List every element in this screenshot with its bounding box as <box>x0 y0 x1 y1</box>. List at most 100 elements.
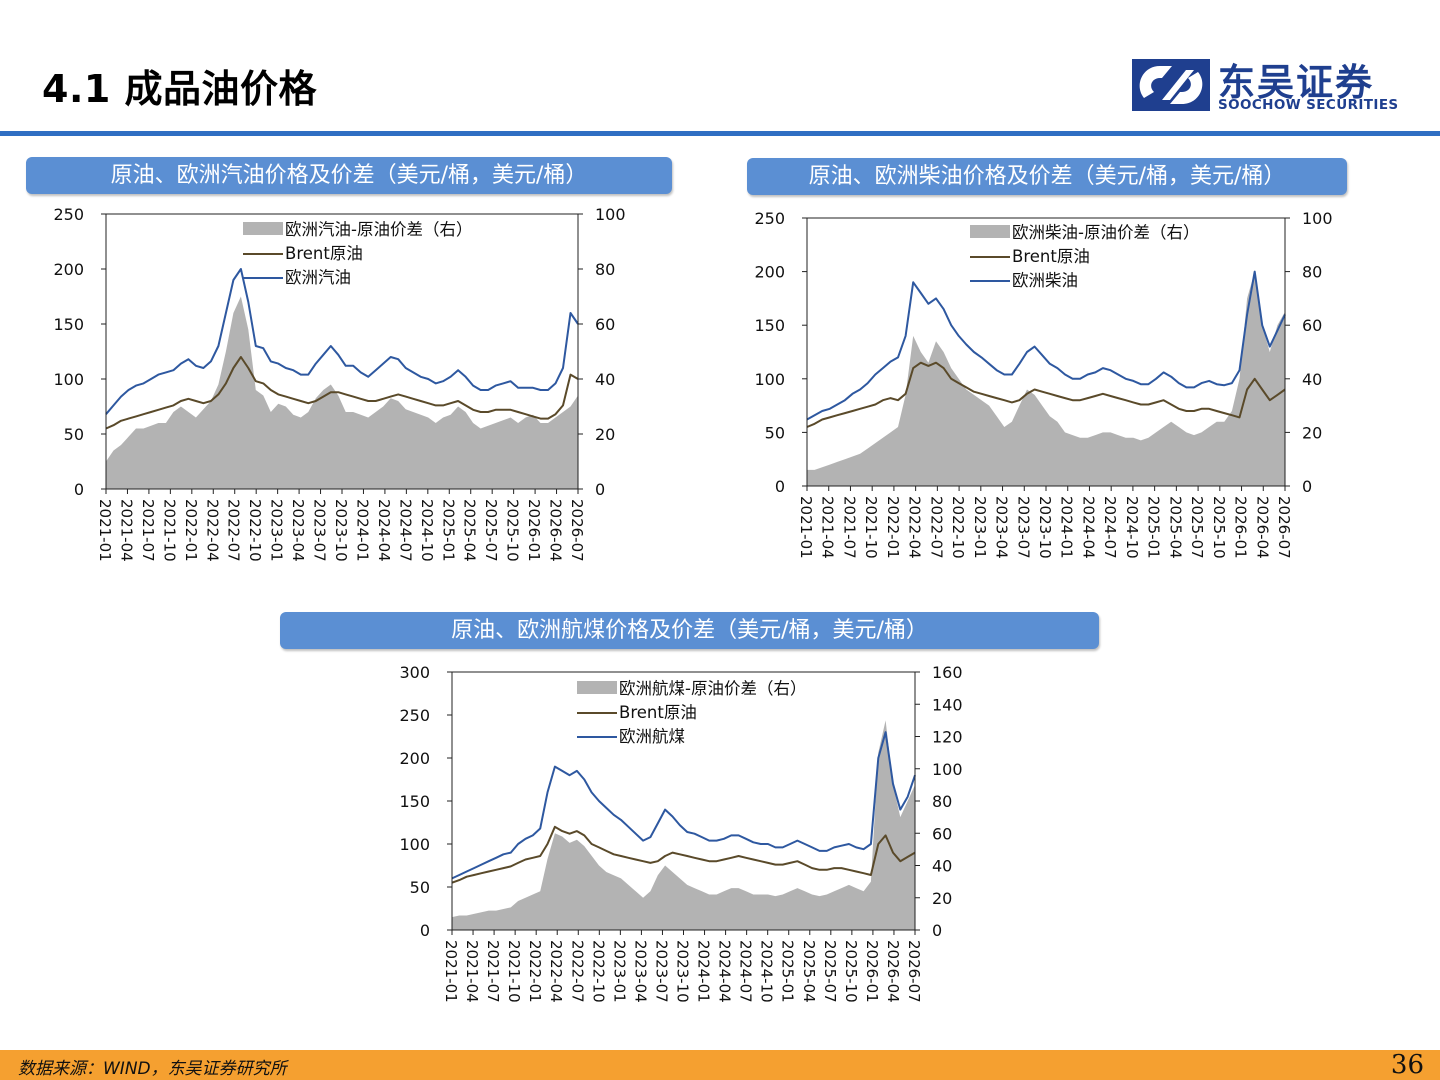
x-tick-label: 2024-07 <box>396 499 414 562</box>
x-tick-label: 2025-10 <box>504 499 522 562</box>
x-tick-label: 2024-10 <box>758 940 776 1003</box>
x-tick-label: 2021-10 <box>862 496 880 559</box>
y-right-tick-label: 100 <box>595 205 626 224</box>
y-left-tick-label: 200 <box>754 263 785 282</box>
x-tick-label: 2022-07 <box>927 496 945 559</box>
x-tick-label: 2022-04 <box>547 940 565 1003</box>
x-tick-label: 2025-10 <box>842 940 860 1003</box>
legend-label: Brent原油 <box>285 244 363 263</box>
x-tick-label: 2025-01 <box>439 499 457 562</box>
y-left-tick-label: 250 <box>53 205 84 224</box>
x-tick-label: 2021-01 <box>96 499 114 562</box>
spread-area <box>106 296 578 489</box>
x-tick-label: 2025-04 <box>800 940 818 1003</box>
x-tick-label: 2023-07 <box>311 499 329 562</box>
spread-area <box>452 720 915 930</box>
data-source-note: 数据来源：WIND，东吴证券研究所 <box>18 1059 287 1079</box>
legend-swatch-spread <box>577 681 617 694</box>
x-tick-label: 2025-07 <box>482 499 500 562</box>
x-tick-label: 2022-10 <box>589 940 607 1003</box>
x-tick-label: 2023-01 <box>610 940 628 1003</box>
chart-title-jetfuel: 原油、欧洲航煤价格及价差（美元/桶，美元/桶） <box>280 612 1099 649</box>
x-tick-label: 2022-01 <box>526 940 544 1003</box>
x-tick-label: 2021-04 <box>117 499 135 562</box>
x-tick-label: 2021-07 <box>840 496 858 559</box>
y-left-tick-label: 250 <box>399 706 430 725</box>
logo-name-cn: 东吴证券 <box>1218 61 1374 104</box>
y-right-tick-label: 60 <box>932 824 952 843</box>
x-tick-label: 2025-04 <box>1166 496 1184 559</box>
legend-label: 欧洲汽油 <box>285 268 351 287</box>
x-tick-label: 2024-04 <box>1079 496 1097 559</box>
y-left-tick-label: 250 <box>754 209 785 228</box>
legend-swatch-spread <box>243 222 283 235</box>
y-right-tick-label: 0 <box>932 921 942 940</box>
x-tick-label: 2022-01 <box>884 496 902 559</box>
x-tick-label: 2023-01 <box>268 499 286 562</box>
x-tick-label: 2022-07 <box>225 499 243 562</box>
x-tick-label: 2023-07 <box>1014 496 1032 559</box>
y-left-tick-label: 200 <box>53 260 84 279</box>
y-right-tick-label: 100 <box>932 760 963 779</box>
y-left-tick-label: 100 <box>53 370 84 389</box>
x-tick-label: 2021-10 <box>160 499 178 562</box>
x-tick-label: 2024-01 <box>695 940 713 1003</box>
y-right-tick-label: 60 <box>595 315 615 334</box>
y-left-tick-label: 150 <box>53 315 84 334</box>
product-line <box>105 268 579 415</box>
x-tick-label: 2024-10 <box>1123 496 1141 559</box>
y-right-tick-label: 160 <box>932 663 963 682</box>
y-left-tick-label: 300 <box>399 663 430 682</box>
spread-area <box>807 271 1285 486</box>
x-tick-label: 2026-04 <box>547 499 565 562</box>
brent-line <box>451 825 916 884</box>
x-tick-label: 2021-01 <box>442 940 460 1003</box>
y-left-tick-label: 100 <box>754 370 785 389</box>
y-right-tick-label: 40 <box>932 857 952 876</box>
x-tick-label: 2026-01 <box>525 499 543 562</box>
y-right-tick-label: 40 <box>595 370 615 389</box>
x-tick-label: 2022-04 <box>203 499 221 562</box>
y-right-tick-label: 0 <box>1302 477 1312 496</box>
y-left-tick-label: 50 <box>410 878 430 897</box>
x-tick-label: 2021-04 <box>819 496 837 559</box>
y-right-tick-label: 80 <box>595 260 615 279</box>
y-right-tick-label: 20 <box>932 889 952 908</box>
x-tick-label: 2024-04 <box>716 940 734 1003</box>
y-right-tick-label: 20 <box>595 425 615 444</box>
x-tick-label: 2022-04 <box>906 496 924 559</box>
x-tick-label: 2023-04 <box>993 496 1011 559</box>
chart-title-diesel: 原油、欧洲柴油价格及价差（美元/桶，美元/桶） <box>747 158 1347 195</box>
x-tick-label: 2026-04 <box>1253 496 1271 559</box>
x-tick-label: 2024-07 <box>1101 496 1119 559</box>
y-right-tick-label: 60 <box>1302 316 1322 335</box>
y-right-tick-label: 0 <box>595 480 605 499</box>
page-title: 4.1 成品油价格 <box>42 67 318 111</box>
x-tick-label: 2023-10 <box>332 499 350 562</box>
product-line <box>451 731 916 880</box>
x-tick-label: 2025-01 <box>779 940 797 1003</box>
x-tick-label: 2023-10 <box>1036 496 1054 559</box>
y-left-tick-label: 200 <box>399 749 430 768</box>
y-left-tick-label: 50 <box>765 423 785 442</box>
y-right-tick-label: 80 <box>1302 263 1322 282</box>
x-tick-label: 2024-04 <box>375 499 393 562</box>
x-tick-label: 2021-07 <box>139 499 157 562</box>
legend-label: Brent原油 <box>619 703 697 722</box>
y-left-tick-label: 150 <box>399 792 430 811</box>
x-tick-label: 2023-04 <box>631 940 649 1003</box>
legend-label: 欧洲柴油 <box>1012 271 1078 290</box>
y-right-tick-label: 20 <box>1302 423 1322 442</box>
x-tick-label: 2022-01 <box>182 499 200 562</box>
brent-line <box>105 356 579 430</box>
x-tick-label: 2025-10 <box>1210 496 1228 559</box>
chart-title-gasoline: 原油、欧洲汽油价格及价差（美元/桶，美元/桶） <box>26 157 672 194</box>
header-divider <box>0 131 1440 136</box>
soochow-logo-icon <box>1132 59 1210 111</box>
x-tick-label: 2021-01 <box>797 496 815 559</box>
y-left-tick-label: 50 <box>64 425 84 444</box>
brent-line <box>806 361 1286 428</box>
x-tick-label: 2026-01 <box>863 940 881 1003</box>
x-tick-label: 2025-01 <box>1145 496 1163 559</box>
x-tick-label: 2026-07 <box>568 499 586 562</box>
